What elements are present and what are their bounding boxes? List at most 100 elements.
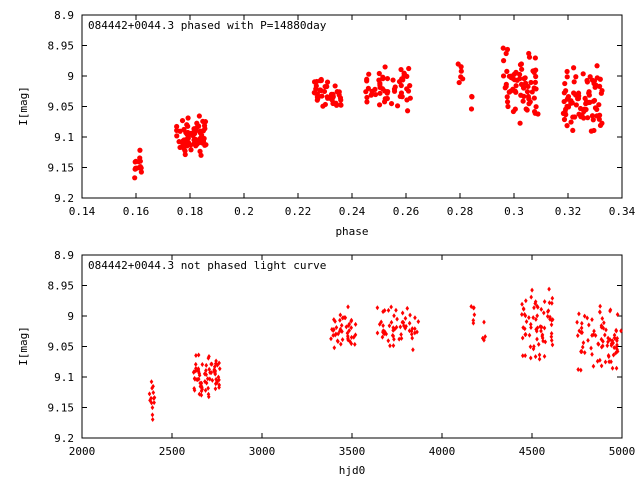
data-point [469,304,474,310]
data-point [564,103,570,109]
data-point [191,137,197,143]
data-point [503,50,509,57]
data-point [413,330,417,336]
data-point [615,311,620,317]
data-point [571,65,577,71]
data-point [537,356,542,362]
data-point [415,329,419,335]
data-point [338,326,343,332]
data-point [382,308,387,314]
data-point [364,99,370,105]
data-point [332,83,338,89]
x-tick-label: 0.34 [609,205,636,218]
data-point [526,101,532,107]
data-point [334,324,339,330]
data-point [179,117,186,124]
data-point [390,77,396,83]
data-point [532,55,538,61]
data-point [190,130,196,136]
data-point [533,86,539,92]
data-point [598,309,602,315]
data-point [407,328,412,334]
data-point [199,392,204,398]
x-tick-label: 0.3 [504,205,524,218]
data-point [404,97,410,103]
data-point [399,94,405,100]
data-point [194,353,198,359]
data-point [345,330,350,336]
y-axis-label: I[mag] [17,86,30,126]
data-point [586,337,590,343]
data-point [347,321,352,327]
data-point [564,74,570,80]
data-point [564,96,570,102]
data-point [202,119,209,125]
data-point [353,332,358,338]
data-point [519,66,525,72]
data-point [518,61,525,67]
data-point [217,360,221,366]
data-point [407,320,412,326]
data-point [528,79,534,86]
data-point [334,331,338,337]
data-point [209,361,213,367]
data-point [321,88,328,95]
data-point [336,92,342,98]
data-point [480,335,485,341]
data-point [599,120,605,126]
data-point [381,99,388,105]
data-point [600,343,605,349]
data-point [331,332,336,338]
data-point [575,319,579,325]
data-point [185,132,191,138]
data-point [601,325,606,331]
data-point [570,114,576,120]
data-point [575,90,582,96]
data-point [384,331,389,337]
data-point [404,86,410,92]
data-point [398,82,404,89]
data-point [376,70,382,77]
data-point [582,350,587,356]
data-point [386,338,391,344]
x-tick-label: 0.2 [234,205,254,218]
data-point [217,366,222,372]
data-point [394,324,399,330]
data-point [338,97,344,103]
data-point [203,387,208,393]
data-point [387,323,392,329]
data-point [530,287,534,293]
data-point [207,376,212,382]
data-point [313,83,319,89]
data-point [208,370,212,376]
data-point [539,324,544,330]
data-point [522,326,527,332]
data-point [471,317,476,323]
data-point [382,88,388,94]
data-point [346,335,350,341]
data-point [217,377,221,383]
data-point [577,311,581,317]
data-point [608,308,612,314]
data-point [577,105,584,112]
data-point [391,325,396,331]
data-point [546,308,551,314]
data-point [184,122,190,128]
data-point [384,75,391,82]
data-point [562,80,568,87]
data-point [606,335,610,341]
data-point [606,354,611,360]
data-point [150,416,155,422]
data-point [364,94,370,101]
data-point [363,89,369,95]
data-point [386,307,391,313]
y-tick-label: 9.05 [48,341,75,354]
data-point [563,112,569,118]
data-point [580,71,586,77]
data-point [575,96,581,102]
data-point [542,299,547,305]
data-point [588,128,594,134]
data-point [523,353,528,359]
data-point [391,327,395,333]
data-point [594,63,600,69]
